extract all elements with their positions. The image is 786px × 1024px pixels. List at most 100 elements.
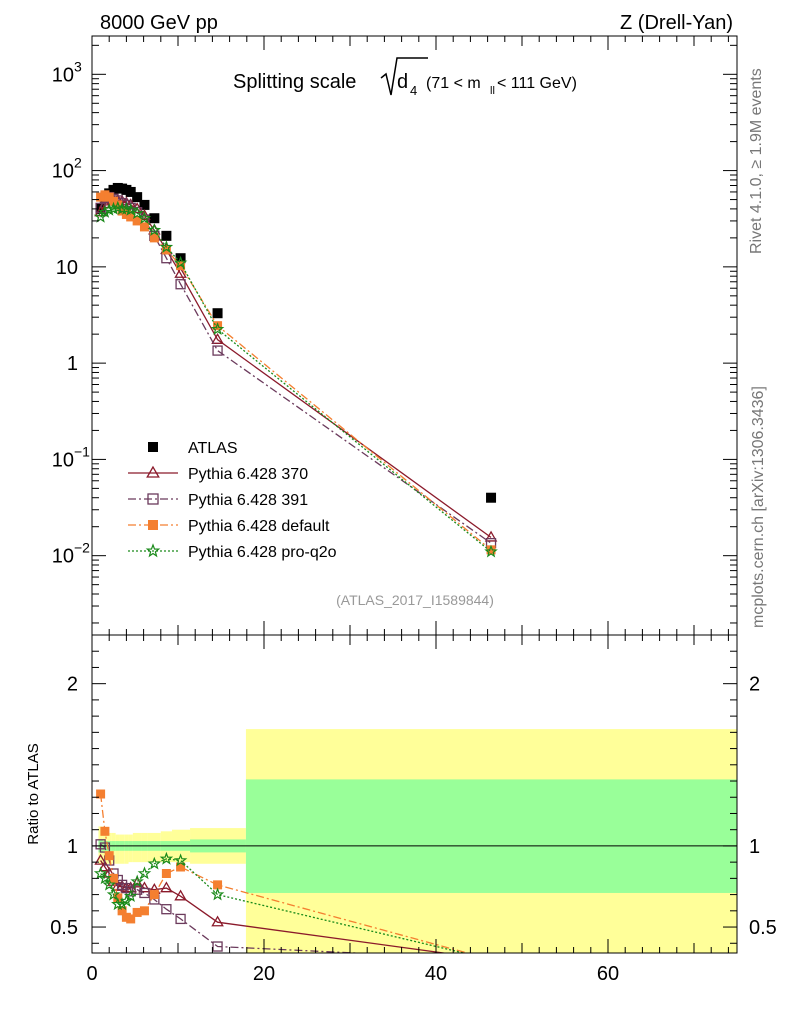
main-point-atlas [149, 213, 160, 224]
main-point-pythia-6-428-default [139, 222, 149, 232]
main-point-pythia-6-428-pro-q2o [98, 205, 112, 218]
main-point-pythia-6-428-pro-q2o [159, 240, 174, 254]
main-y-tick-label: 10 2 [52, 155, 82, 183]
ratio-plot-frame [91, 634, 738, 954]
ratio-point-pythia-6-428-default [96, 789, 106, 799]
main-point-pythia-6-428-370 [211, 333, 224, 344]
title-range-b: < 111 GeV) [497, 75, 577, 92]
ratio-point-pythia-6-428-370 [174, 889, 187, 901]
main-line-pythia-6-428-370 [100, 199, 492, 538]
mcplots-label: mcplots.cern.ch [arXiv:1306.3436] [750, 386, 767, 628]
sqrt-sign [380, 57, 428, 96]
ratio-point-pythia-6-428-391 [212, 941, 223, 952]
ratio-point-pythia-6-428-370 [94, 853, 107, 865]
ratio-point-pythia-6-428-default [126, 914, 136, 924]
ratio-series-layer [93, 789, 496, 964]
ratio-point-pythia-6-428-391 [175, 913, 186, 925]
ratio-point-pythia-6-428-default [104, 851, 114, 861]
main-point-pythia-6-428-pro-q2o [123, 202, 138, 216]
ratio-point-pythia-6-428-pro-q2o [123, 889, 138, 903]
analysis-watermark: (ATLAS_2017_I1589844) [336, 592, 494, 608]
x-tick-label: 0 [86, 963, 97, 985]
legend-marker [146, 465, 160, 478]
ratio-point-pythia-6-428-391 [487, 955, 496, 964]
title-range-a: (71 < m [426, 75, 481, 92]
main-point-pythia-6-428-370 [94, 205, 107, 217]
ratio-point-pythia-6-428-pro-q2o [115, 897, 129, 911]
ratio-point-pythia-6-428-pro-q2o [137, 866, 152, 880]
ratio-series-pythia-6-428-pro-q2o [93, 851, 492, 953]
legend-label: Pythia 6.428 pro-q2o [188, 544, 337, 561]
main-point-atlas [132, 192, 143, 203]
tick-exponent: 2 [74, 155, 82, 171]
main-point-pythia-6-428-pro-q2o [173, 255, 188, 269]
ratio-point-pythia-6-428-pro-q2o [147, 856, 162, 870]
ratio-point-pythia-6-428-default [149, 890, 159, 900]
legend-entry-atlas: ATLAS [148, 440, 238, 457]
rivet-version-label: Rivet 4.1.0, ≥ 1.9M events [748, 68, 765, 254]
ratio-point-pythia-6-428-391 [131, 884, 143, 895]
tick-base: 10 [52, 64, 74, 86]
tick-exponent: −1 [74, 443, 90, 459]
ratio-point-pythia-6-428-pro-q2o [173, 853, 188, 867]
main-point-pythia-6-428-pro-q2o [147, 223, 162, 237]
legend-marker [145, 543, 161, 558]
title-sqrt-var: d [397, 71, 408, 93]
ratio-point-pythia-6-428-pro-q2o [98, 871, 112, 885]
ratio-point-pythia-6-428-pro-q2o [102, 877, 116, 891]
main-point-pythia-6-428-default [486, 545, 496, 555]
ratio-point-pythia-6-428-pro-q2o [159, 851, 174, 865]
ratio-point-pythia-6-428-pro-q2o [210, 887, 225, 901]
ratio-point-pythia-6-428-pro-q2o [490, 952, 492, 953]
legend-entry-pythia-6-428-default: Pythia 6.428 default [128, 518, 330, 535]
ratio-point-pythia-6-428-default [487, 955, 496, 964]
legend-marker [148, 442, 158, 452]
legend-label: ATLAS [188, 440, 238, 457]
header-left: 8000 GeV pp [100, 12, 218, 34]
legend-entry-pythia-6-428-pro-q2o: Pythia 6.428 pro-q2o [128, 543, 337, 561]
ratio-uncertainty-bands [98, 729, 737, 953]
x-tick-label: 20 [253, 963, 275, 985]
main-y-tick-label: 10 3 [52, 58, 82, 86]
header-right: Z (Drell-Yan) [620, 12, 733, 34]
tick-base: 10 [56, 257, 78, 279]
ratio-point-pythia-6-428-370 [98, 860, 112, 872]
legend-entry-pythia-6-428-391: Pythia 6.428 391 [128, 492, 308, 509]
ratio-y-tick-label-right: 1 [749, 836, 760, 858]
stat-band-bin [245, 779, 737, 893]
plot-title: Splitting scale d 4 (71 < m ll < 111 GeV… [233, 57, 577, 98]
main-y-tick-label: 1 [67, 353, 78, 375]
legend: ATLAS Pythia 6.428 370 Pythia 6.428 391 Pyt… [128, 440, 337, 561]
ratio-point-pythia-6-428-default [139, 906, 149, 916]
main-series-pythia-6-428-default [96, 190, 496, 555]
main-point-pythia-6-428-370 [174, 266, 187, 278]
ratio-point-pythia-6-428-pro-q2o [111, 897, 125, 911]
main-point-pythia-6-428-default [149, 233, 159, 243]
main-y-tick-label: 10 [56, 257, 78, 279]
ratio-point-pythia-6-428-370 [160, 881, 173, 893]
main-series-pythia-6-428-pro-q2o [93, 200, 498, 558]
main-y-tick-label: 10 −2 [52, 540, 90, 568]
main-point-pythia-6-428-default [126, 212, 136, 222]
main-y-tick-label: 10 −1 [52, 443, 90, 471]
legend-entry-pythia-6-428-370: Pythia 6.428 370 [128, 465, 308, 483]
ratio-point-pythia-6-428-pro-q2o [93, 866, 108, 880]
ratio-point-pythia-6-428-default [100, 826, 110, 836]
ratio-point-pythia-6-428-370 [211, 915, 224, 927]
ratio-point-pythia-6-428-391 [161, 904, 172, 915]
main-series-pythia-6-428-370 [94, 193, 498, 542]
main-point-pythia-6-428-370 [484, 530, 498, 542]
main-point-atlas [139, 199, 150, 210]
main-point-atlas [161, 230, 172, 241]
main-point-pythia-6-428-391 [175, 279, 186, 290]
ratio-point-pythia-6-428-391 [139, 887, 150, 899]
main-point-pythia-6-428-pro-q2o [115, 201, 129, 215]
title-range-sub: ll [490, 85, 495, 97]
tick-exponent: −2 [74, 540, 90, 556]
main-point-pythia-6-428-default [113, 200, 123, 210]
ratio-point-pythia-6-428-default [176, 862, 186, 872]
ratio-point-pythia-6-428-default [109, 873, 118, 883]
ratio-y-tick-label-right: 0.5 [749, 917, 777, 939]
